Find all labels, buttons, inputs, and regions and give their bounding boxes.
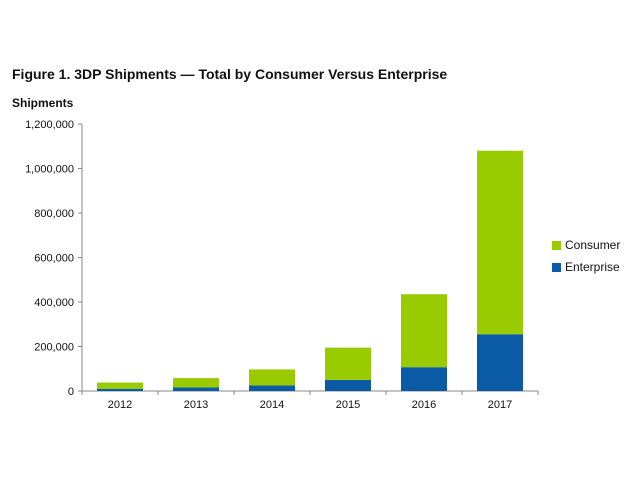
x-tick-label: 2013 — [184, 399, 208, 411]
x-tick-label: 2015 — [336, 399, 360, 411]
y-tick-label: 200,000 — [34, 342, 74, 354]
y-tick-label: 400,000 — [34, 297, 74, 309]
bar-consumer-2013 — [173, 378, 219, 388]
bar-enterprise-2012 — [97, 388, 143, 391]
bar-consumer-2015 — [325, 347, 371, 380]
figure-title: Figure 1. 3DP Shipments — Total by Consu… — [12, 66, 448, 82]
y-tick-label: 800,000 — [34, 208, 74, 220]
x-tick-label: 2017 — [488, 399, 512, 411]
x-tick-labels: 2012 2013 2014 2015 2016 2017 — [108, 399, 512, 411]
y-axis-title: Shipments — [12, 96, 74, 110]
bar-enterprise-2016 — [401, 367, 447, 391]
y-tick-label: 1,200,000 — [25, 119, 74, 131]
bar-enterprise-2013 — [173, 387, 219, 391]
bar-enterprise-2017 — [477, 334, 523, 391]
x-tick-label: 2014 — [260, 399, 284, 411]
y-tick-label: 0 — [68, 386, 74, 398]
bar-consumer-2014 — [249, 369, 295, 386]
y-tick-label: 600,000 — [34, 253, 74, 265]
legend-label-enterprise: Enterprise — [565, 260, 620, 274]
bar-consumer-2016 — [401, 294, 447, 368]
legend-label-consumer: Consumer — [565, 238, 621, 252]
chart-bars — [97, 150, 523, 391]
bar-enterprise-2015 — [325, 379, 371, 391]
y-tick-label: 1,000,000 — [25, 164, 74, 176]
legend-item-enterprise: Enterprise — [552, 256, 620, 278]
chart-legend: Consumer Enterprise — [552, 234, 620, 278]
y-tick-labels: 0 200,000 400,000 600,000 800,000 1,000,000 1,… — [25, 119, 74, 398]
x-tick-label: 2012 — [108, 399, 132, 411]
x-tick-label: 2016 — [412, 399, 436, 411]
bar-consumer-2017 — [477, 150, 523, 335]
bar-enterprise-2014 — [249, 385, 295, 391]
chart-axes — [78, 123, 539, 395]
legend-swatch-consumer — [552, 240, 561, 250]
legend-swatch-enterprise — [552, 262, 561, 272]
bar-consumer-2012 — [97, 382, 143, 389]
legend-item-consumer: Consumer — [552, 234, 620, 256]
